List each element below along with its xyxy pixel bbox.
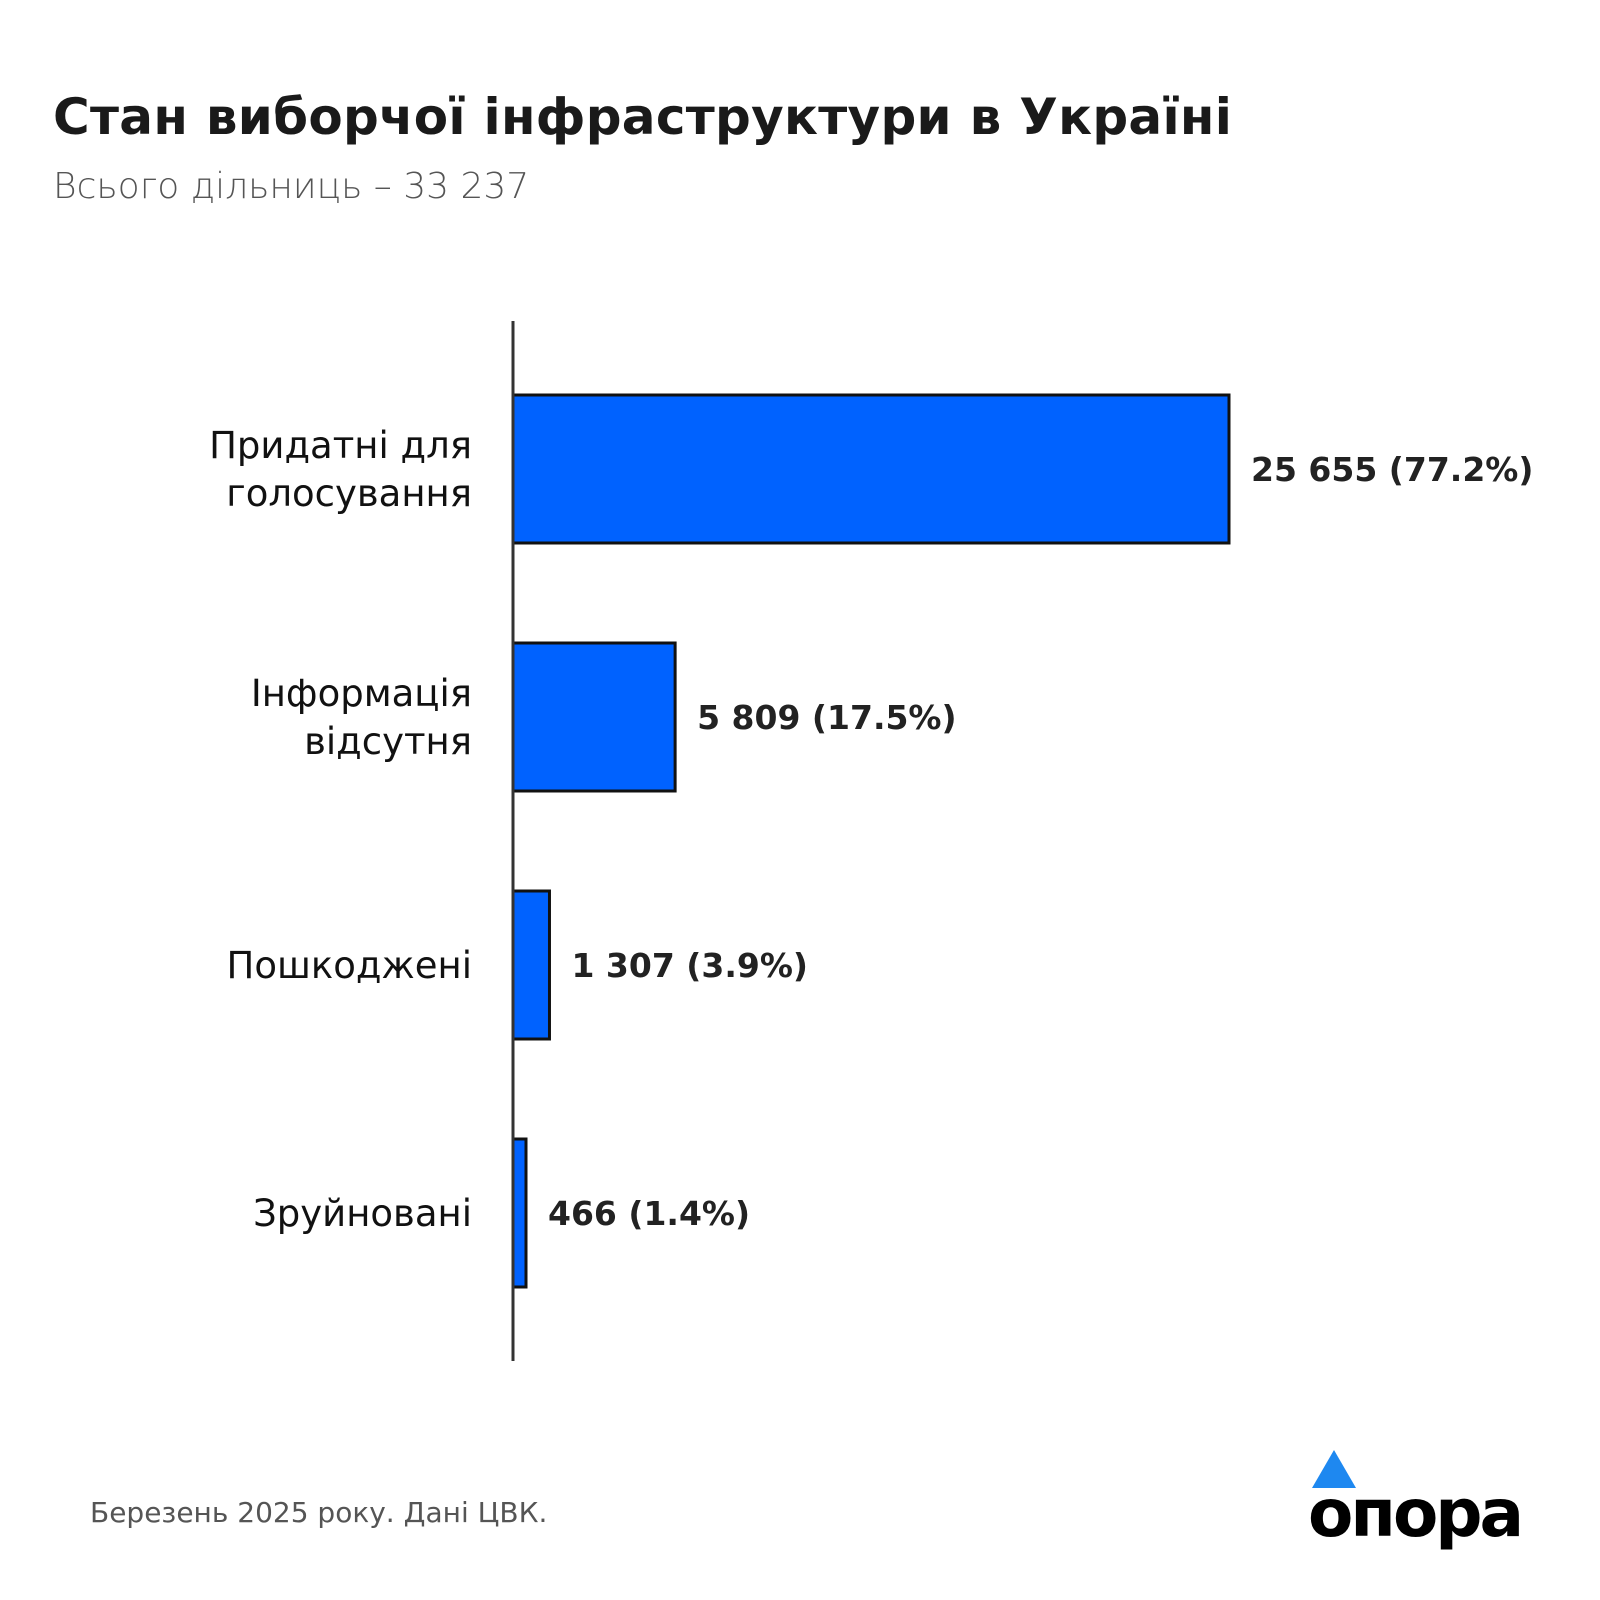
bar [511, 641, 677, 793]
chart-title: Стан виборчої інфраструктури в Україні [53, 88, 1233, 146]
data-label: 466 (1.4%) [548, 1194, 750, 1233]
opora-logo: опора [1308, 1450, 1524, 1550]
category-label: Інформація [251, 672, 472, 715]
logo-triangle-icon [1312, 1450, 1356, 1488]
svg-text:опора: опора [1308, 1475, 1521, 1550]
bar [511, 393, 1231, 545]
category-label: відсутня [304, 720, 472, 763]
category-label: голосування [226, 472, 472, 515]
bar [511, 889, 551, 1041]
bar [511, 1137, 528, 1289]
category-label: Зруйновані [253, 1192, 472, 1235]
data-label: 1 307 (3.9%) [571, 946, 808, 985]
category-label: Пошкоджені [227, 944, 472, 987]
source-note: Березень 2025 року. Дані ЦВК. [90, 1496, 548, 1529]
category-label: Придатні для [209, 424, 472, 467]
data-label: 5 809 (17.5%) [697, 698, 956, 737]
data-label: 25 655 (77.2%) [1251, 450, 1533, 489]
chart-subtitle: Всього дільниць – 33 237 [53, 166, 530, 207]
